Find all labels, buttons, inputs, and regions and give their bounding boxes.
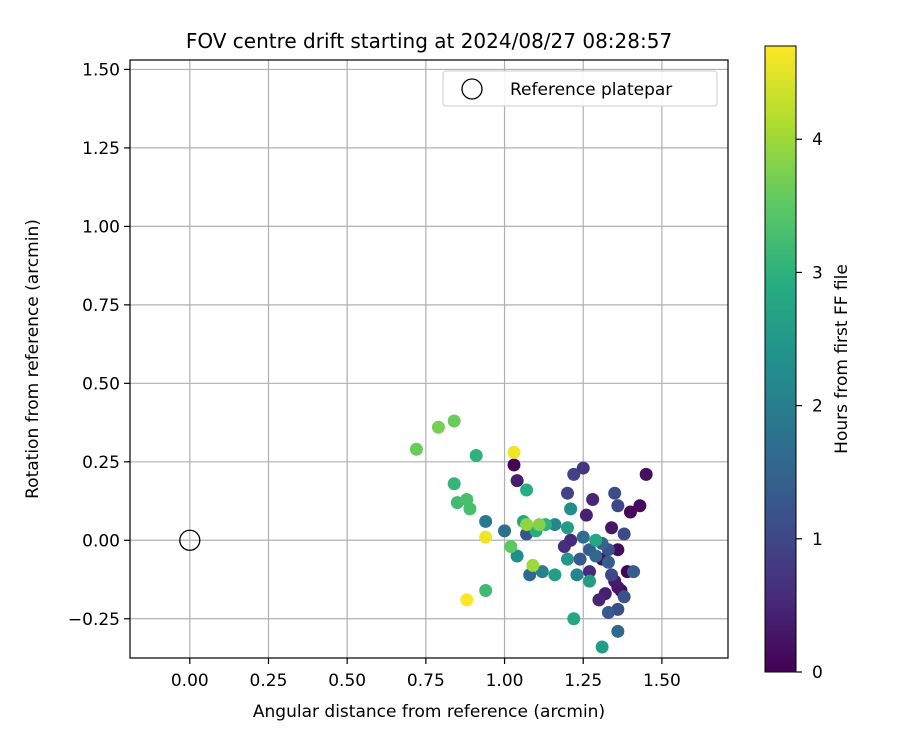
data-point xyxy=(520,483,534,497)
data-point xyxy=(535,565,549,579)
data-point xyxy=(564,502,578,516)
data-point xyxy=(507,445,521,459)
x-tick-label: 0.25 xyxy=(250,671,288,691)
colorbar-tick-label: 4 xyxy=(812,130,823,150)
y-tick-label: 0.00 xyxy=(82,531,120,551)
x-tick-label: 1.25 xyxy=(564,671,602,691)
data-point xyxy=(611,499,625,513)
y-axis-label: Rotation from reference (arcmin) xyxy=(23,219,43,499)
data-point xyxy=(583,574,597,588)
colorbar: 0 1 2 3 4 Hours from first FF file xyxy=(764,45,852,683)
x-axis-label: Angular distance from reference (arcmin) xyxy=(253,702,605,722)
data-point xyxy=(479,530,493,544)
x-tick-label: 1.00 xyxy=(486,671,524,691)
data-point xyxy=(605,521,619,535)
x-axis-ticks: 0.00 0.25 0.50 0.75 1.00 1.25 1.50 xyxy=(171,658,681,691)
x-tick-label: 0.75 xyxy=(407,671,445,691)
data-points xyxy=(409,414,653,654)
data-point xyxy=(463,502,477,516)
y-tick-label: −0.25 xyxy=(68,610,120,630)
x-tick-label: 0.50 xyxy=(328,671,366,691)
data-point xyxy=(570,568,584,582)
data-point xyxy=(595,640,609,654)
colorbar-label: Hours from first FF file xyxy=(832,264,852,454)
data-point xyxy=(611,624,625,638)
data-point xyxy=(548,518,562,532)
data-point xyxy=(567,467,581,481)
data-point xyxy=(639,467,653,481)
data-point xyxy=(560,486,574,500)
data-point xyxy=(510,549,524,563)
colorbar-tick-label: 0 xyxy=(812,663,823,683)
data-point xyxy=(507,458,521,472)
y-tick-label: 0.25 xyxy=(82,453,120,473)
data-point xyxy=(567,612,581,626)
plot-frame xyxy=(129,59,729,659)
data-point xyxy=(576,461,590,475)
data-point xyxy=(560,552,574,566)
data-point xyxy=(583,565,597,579)
data-point xyxy=(623,505,637,519)
data-point xyxy=(447,477,461,491)
plot-area xyxy=(130,60,728,658)
data-point xyxy=(573,552,587,566)
data-point xyxy=(627,565,641,579)
x-tick-label: 0.00 xyxy=(171,671,209,691)
data-point xyxy=(447,414,461,428)
data-point xyxy=(601,605,615,619)
grid xyxy=(130,60,728,658)
legend-marker-reference xyxy=(461,78,483,100)
data-point xyxy=(576,530,590,544)
data-point xyxy=(409,442,423,456)
chart-title: FOV centre drift starting at 2024/08/27 … xyxy=(186,29,672,53)
reference-point xyxy=(179,529,201,551)
data-point xyxy=(498,524,512,538)
y-axis-ticks: −0.25 0.00 0.25 0.50 0.75 1.00 1.25 1.50 xyxy=(68,60,130,630)
colorbar-tick-label: 1 xyxy=(812,530,823,550)
data-point xyxy=(589,533,603,547)
colorbar-tick-label: 3 xyxy=(812,263,823,283)
data-point xyxy=(608,486,622,500)
data-point xyxy=(460,593,474,607)
data-point xyxy=(617,590,631,604)
data-point xyxy=(586,492,600,506)
data-point xyxy=(532,518,546,532)
legend-label-reference: Reference platepar xyxy=(510,80,672,100)
data-point xyxy=(611,543,625,557)
y-tick-label: 1.00 xyxy=(82,217,120,237)
data-point xyxy=(579,508,593,522)
data-point xyxy=(617,527,631,541)
data-point xyxy=(479,584,493,598)
data-point xyxy=(520,518,534,532)
x-tick-label: 1.50 xyxy=(643,671,681,691)
data-point xyxy=(633,499,647,513)
colorbar-ticks: 0 1 2 3 4 xyxy=(796,130,823,683)
data-point xyxy=(504,540,518,554)
data-point xyxy=(548,568,562,582)
data-point xyxy=(479,514,493,528)
colorbar-gradient xyxy=(764,45,797,673)
data-point xyxy=(469,449,483,463)
data-point xyxy=(526,558,540,572)
data-point xyxy=(601,555,615,569)
data-point xyxy=(431,420,445,434)
data-point xyxy=(510,474,524,488)
y-tick-label: 0.50 xyxy=(82,374,120,394)
data-point xyxy=(564,533,578,547)
data-point xyxy=(605,568,619,582)
data-point xyxy=(560,521,574,535)
legend: Reference platepar xyxy=(442,70,718,107)
reference-marker xyxy=(179,529,201,551)
colorbar-tick-label: 2 xyxy=(812,397,823,417)
y-tick-label: 1.25 xyxy=(82,139,120,159)
y-tick-label: 1.50 xyxy=(82,60,120,80)
data-point xyxy=(592,593,606,607)
y-tick-label: 0.75 xyxy=(82,296,120,316)
legend-box xyxy=(442,70,718,107)
data-point xyxy=(589,549,603,563)
